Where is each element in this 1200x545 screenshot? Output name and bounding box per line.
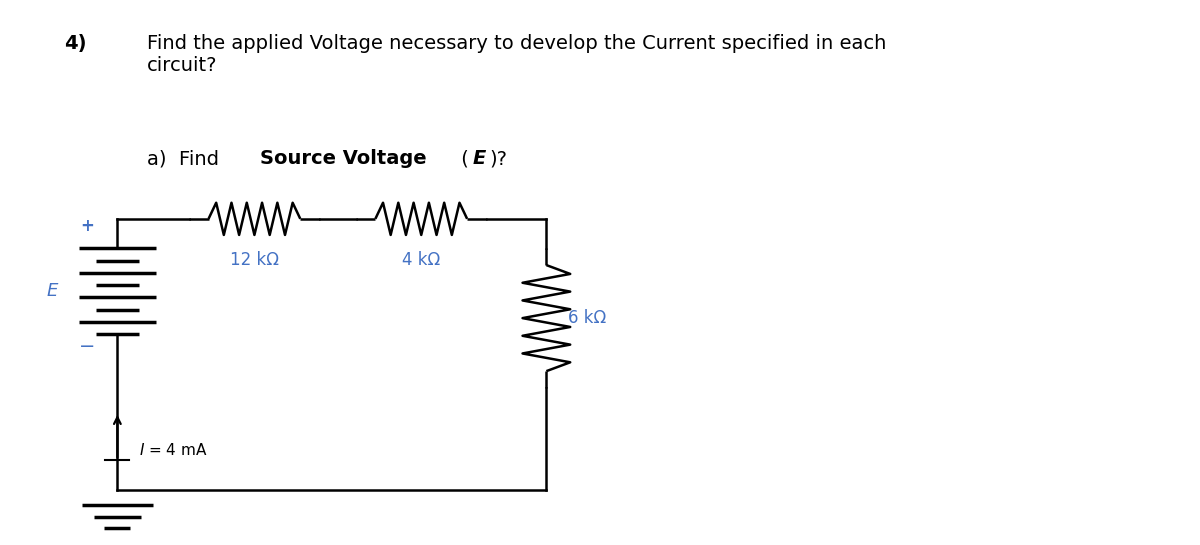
Text: +: + [80, 217, 95, 235]
Text: 6 kΩ: 6 kΩ [568, 309, 606, 327]
Text: a)  Find: a) Find [148, 149, 226, 168]
Text: −: − [79, 337, 96, 356]
Text: 4 kΩ: 4 kΩ [402, 251, 440, 269]
Text: Source Voltage: Source Voltage [260, 149, 427, 168]
Text: 12 kΩ: 12 kΩ [230, 251, 278, 269]
Text: )?: )? [490, 149, 508, 168]
Text: (: ( [455, 149, 468, 168]
Text: Find the applied Voltage necessary to develop the Current specified in each
circ: Find the applied Voltage necessary to de… [148, 34, 887, 75]
Text: $I$ = 4 mA: $I$ = 4 mA [139, 441, 208, 458]
Text: 4): 4) [64, 34, 86, 53]
Text: E: E [473, 149, 486, 168]
Text: E: E [46, 282, 58, 300]
